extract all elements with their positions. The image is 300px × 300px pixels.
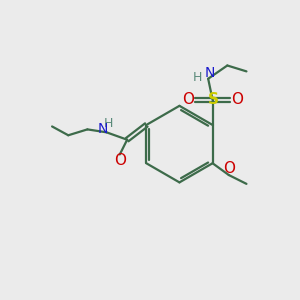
Text: N: N [205, 66, 215, 80]
Text: O: O [114, 153, 126, 168]
Text: H: H [103, 117, 113, 130]
Text: S: S [208, 92, 219, 107]
Text: O: O [231, 92, 243, 107]
Text: N: N [98, 122, 108, 136]
Text: O: O [182, 92, 194, 107]
Text: O: O [224, 161, 236, 176]
Text: H: H [193, 71, 203, 84]
